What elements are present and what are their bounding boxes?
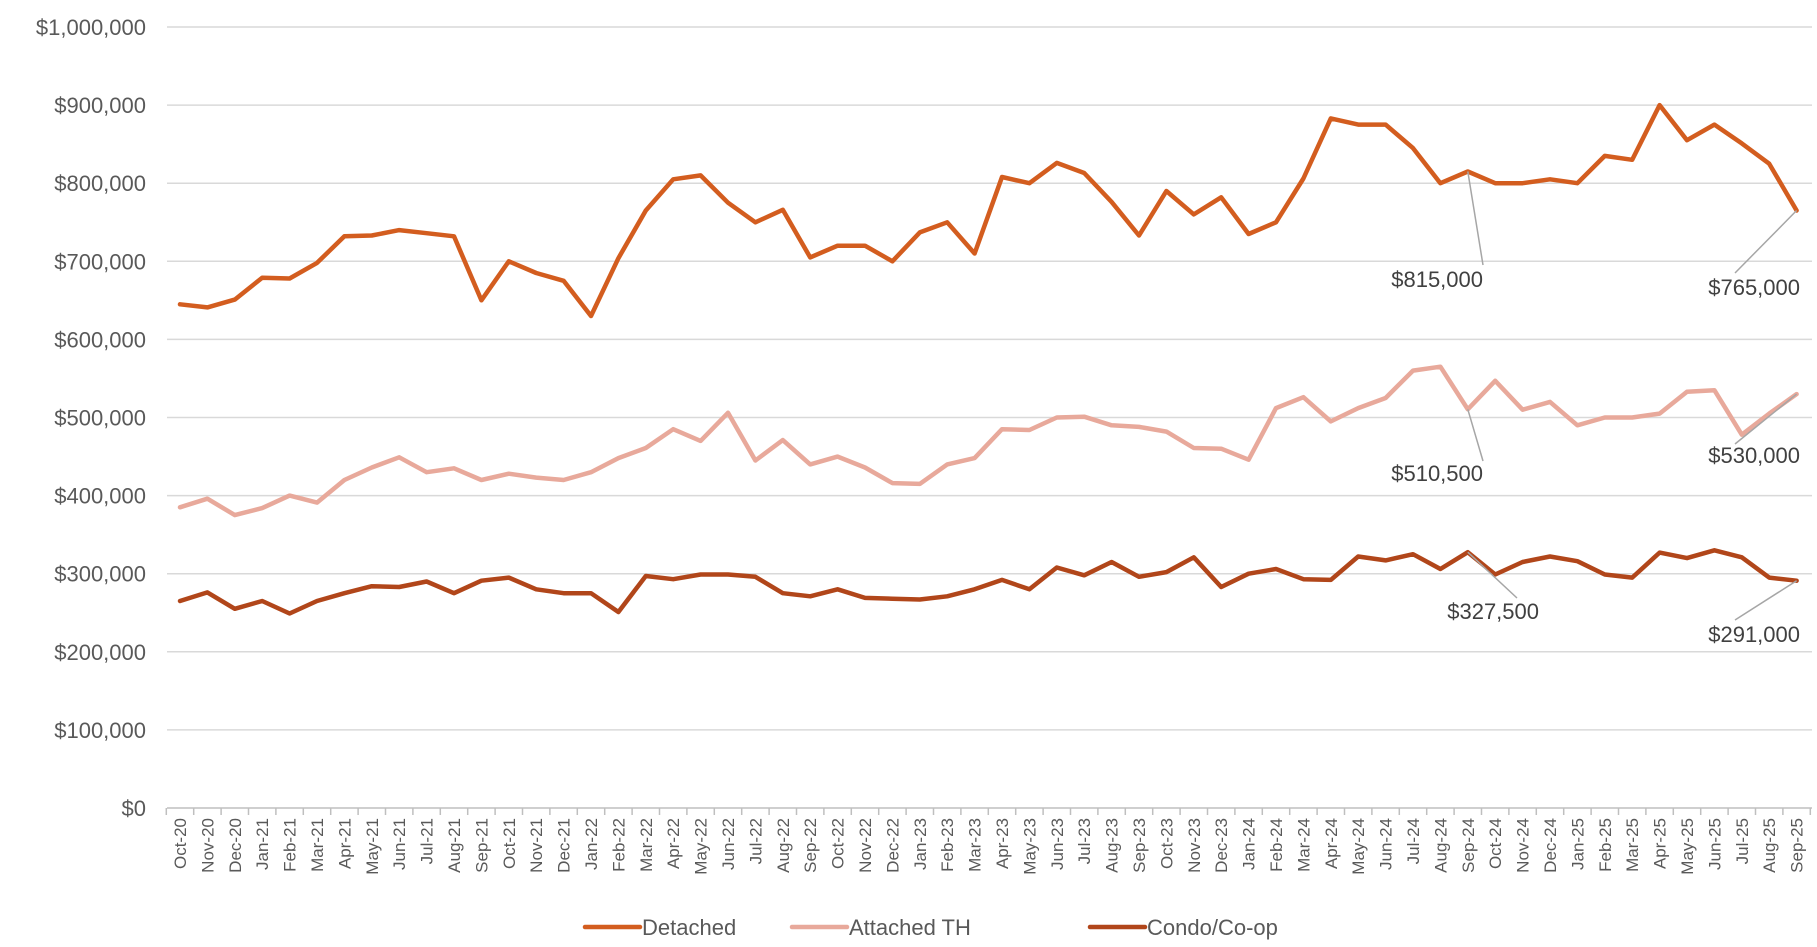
annotation-leader-line <box>1467 171 1484 266</box>
x-tick-label: Apr-22 <box>664 818 683 869</box>
x-tick-label: Sep-22 <box>801 818 820 873</box>
x-tick-label: Aug-24 <box>1431 818 1450 873</box>
x-tick-label: May-22 <box>692 818 711 875</box>
annotation-label: $815,000 <box>1391 267 1483 292</box>
x-tick-label: Oct-23 <box>1157 818 1176 869</box>
y-axis-tick-labels: $0 $100,000 $200,000 $300,000 $400,000 $500,0… <box>36 15 146 821</box>
x-tick-label: Jan-25 <box>1568 818 1587 870</box>
series-line-attached-th <box>177 364 1799 518</box>
x-axis-tick-labels: Oct-20 Nov-20 Dec-20 Jan-21 Feb-21 Mar-21 Apr-… <box>171 818 1807 875</box>
x-tick-label: Nov-24 <box>1514 818 1533 873</box>
x-tick-label: Apr-21 <box>335 818 354 869</box>
y-tick-label: $600,000 <box>54 327 146 352</box>
legend: Detached Attached TH Condo/Co-op <box>582 915 1278 940</box>
x-tick-label: Mar-25 <box>1623 818 1642 872</box>
x-tick-label: Apr-25 <box>1651 818 1670 869</box>
annotation-leader-line <box>1734 210 1798 274</box>
x-tick-label: Apr-23 <box>993 818 1012 869</box>
annotation-label: $765,000 <box>1708 275 1800 300</box>
x-tick-label: Jan-24 <box>1240 818 1259 870</box>
y-tick-label: $400,000 <box>54 484 146 509</box>
annotation-leader-line <box>1467 551 1518 599</box>
annotation-label: $530,000 <box>1708 443 1800 468</box>
annotations: $815,000 $765,000 $510,500 $530,000 $327,500… <box>1391 171 1800 647</box>
x-tick-label: Nov-21 <box>527 818 546 873</box>
annotation-leader-line <box>1467 409 1484 462</box>
y-tick-label: $700,000 <box>54 249 146 274</box>
x-tick-label: Sep-25 <box>1788 818 1807 873</box>
x-tick-label: Aug-25 <box>1760 818 1779 873</box>
x-tick-label: Mar-24 <box>1294 818 1313 872</box>
annotation-label: $291,000 <box>1708 622 1800 647</box>
x-tick-label: Dec-20 <box>226 818 245 873</box>
x-tick-label: May-25 <box>1678 818 1697 875</box>
x-tick-label: Nov-23 <box>1185 818 1204 873</box>
x-tick-label: Apr-24 <box>1322 818 1341 869</box>
y-tick-label: $0 <box>122 796 146 821</box>
x-tick-label: Jun-25 <box>1705 818 1724 870</box>
legend-label: Condo/Co-op <box>1147 915 1278 940</box>
x-tick-label: Aug-23 <box>1103 818 1122 873</box>
y-tick-label: $300,000 <box>54 562 146 587</box>
x-tick-label: Aug-22 <box>774 818 793 873</box>
x-tick-label: Oct-21 <box>500 818 519 869</box>
x-tick-label: Dec-23 <box>1212 818 1231 873</box>
x-tick-label: Jan-22 <box>582 818 601 870</box>
x-tick-label: Feb-25 <box>1596 818 1615 872</box>
x-tick-label: Mar-23 <box>966 818 985 872</box>
y-tick-label: $900,000 <box>54 93 146 118</box>
x-tick-label: Oct-24 <box>1486 818 1505 869</box>
x-tick-label: May-23 <box>1020 818 1039 875</box>
series-line-detached <box>177 102 1799 319</box>
x-tick-label: Jul-22 <box>746 818 765 864</box>
series-line-condo-co-op <box>177 548 1799 616</box>
x-tick-label: Oct-22 <box>829 818 848 869</box>
x-tick-label: Jul-24 <box>1404 818 1423 864</box>
x-tick-label: Aug-21 <box>445 818 464 873</box>
x-tick-label: Feb-23 <box>938 818 957 872</box>
legend-label: Attached TH <box>849 915 971 940</box>
x-tick-label: Jun-24 <box>1377 818 1396 870</box>
series-lines <box>177 102 1799 616</box>
x-tick-label: Jun-22 <box>719 818 738 870</box>
x-tick-label: May-24 <box>1349 818 1368 875</box>
x-tick-label: Mar-21 <box>308 818 327 872</box>
x-tick-label: Sep-21 <box>472 818 491 873</box>
x-tick-label: Dec-21 <box>555 818 574 873</box>
x-tick-label: Nov-20 <box>198 818 217 873</box>
x-tick-label: Feb-22 <box>609 818 628 872</box>
x-axis <box>165 807 1812 815</box>
annotation-label: $327,500 <box>1447 599 1539 624</box>
x-tick-label: Feb-21 <box>281 818 300 872</box>
x-tick-label: Sep-23 <box>1130 818 1149 873</box>
x-tick-label: Jul-25 <box>1733 818 1752 864</box>
x-tick-label: Nov-22 <box>856 818 875 873</box>
x-tick-label: Jun-23 <box>1048 818 1067 870</box>
x-tick-label: Mar-22 <box>637 818 656 872</box>
x-tick-label: Jan-23 <box>911 818 930 870</box>
y-tick-label: $200,000 <box>54 640 146 665</box>
x-tick-label: Jan-21 <box>253 818 272 870</box>
annotation-label: $510,500 <box>1391 461 1483 486</box>
x-tick-label: Oct-20 <box>171 818 190 869</box>
annotation-leader-line <box>1734 580 1798 621</box>
legend-label: Detached <box>642 915 736 940</box>
x-tick-label: Dec-24 <box>1541 818 1560 873</box>
x-tick-label: Feb-24 <box>1267 818 1286 872</box>
x-tick-label: Sep-24 <box>1459 818 1478 873</box>
y-tick-label: $800,000 <box>54 171 146 196</box>
x-tick-label: May-21 <box>363 818 382 875</box>
x-tick-label: Jul-23 <box>1075 818 1094 864</box>
y-tick-label: $500,000 <box>54 406 146 431</box>
x-tick-label: Jun-21 <box>390 818 409 870</box>
gridlines <box>167 26 1812 731</box>
x-tick-label: Jul-21 <box>418 818 437 864</box>
y-tick-label: $1,000,000 <box>36 15 146 40</box>
x-tick-label: Dec-22 <box>883 818 902 873</box>
y-tick-label: $100,000 <box>54 718 146 743</box>
annotation-leader-line <box>1734 393 1798 445</box>
